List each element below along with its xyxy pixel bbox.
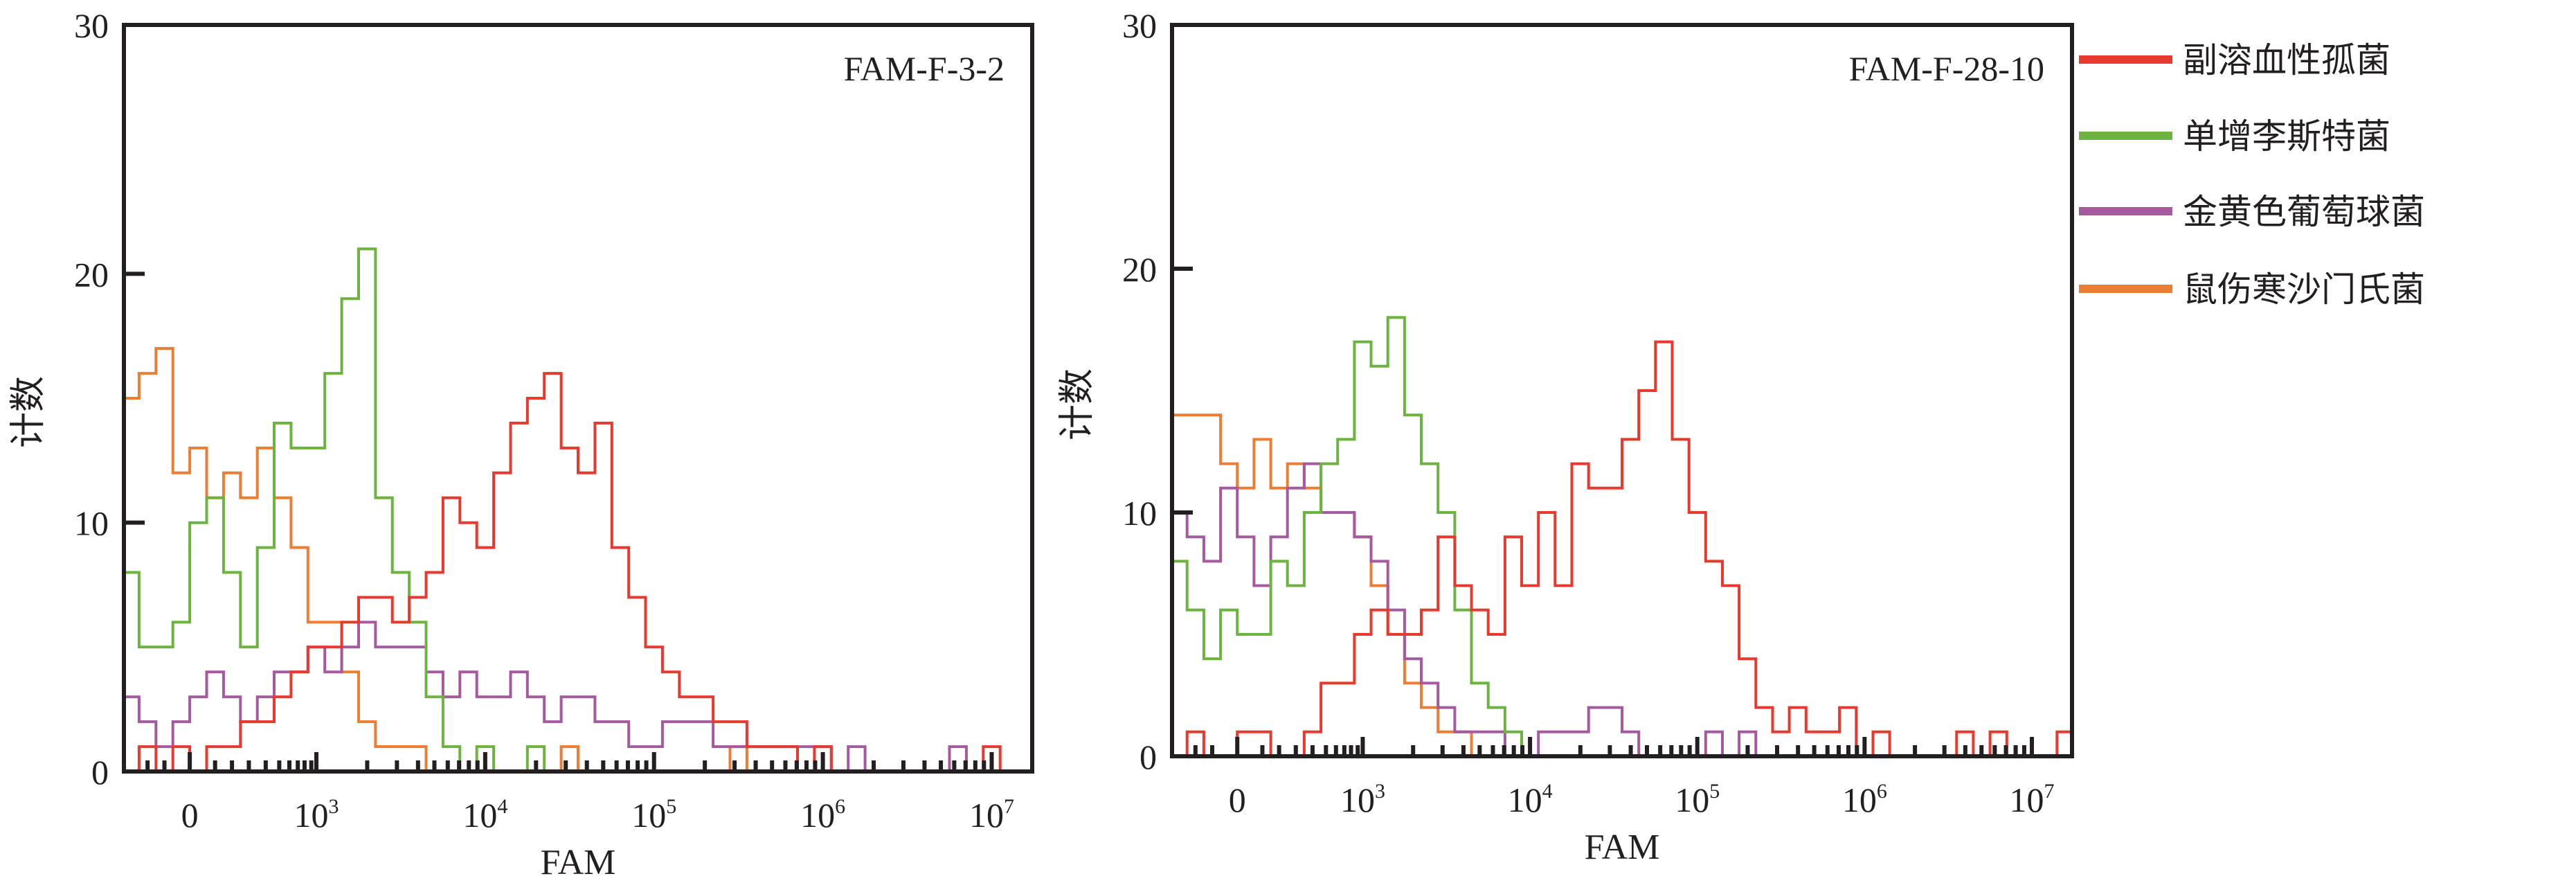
plot-frame [1170, 23, 2074, 758]
x-tick-base: 10 [462, 796, 497, 835]
x-tick-base: 10 [2010, 781, 2044, 819]
series-line-4 [124, 347, 1032, 773]
x-tick-exponent: 7 [1004, 795, 1014, 818]
x-tick-exponent: 3 [1375, 780, 1385, 803]
series-line-1 [1172, 340, 2072, 758]
series-line-1 [124, 372, 1032, 773]
legend-label: 单增李斯特菌 [2183, 116, 2390, 157]
legend-item: 单增李斯特菌 [2079, 116, 2390, 157]
x-tick-label: 107 [2010, 780, 2055, 819]
legend-item: 副溶血性孤菌 [2079, 40, 2390, 80]
x-tick-base: 10 [969, 796, 1004, 835]
y-tick-label: 20 [74, 255, 109, 294]
series-line-3 [1172, 462, 2072, 758]
y-tick-label: 30 [1122, 6, 1157, 45]
y-tick-label: 30 [74, 6, 109, 45]
legend-swatch [2079, 132, 2172, 140]
y-tick-label: 10 [1122, 494, 1157, 533]
series-line-2 [1172, 316, 2072, 758]
x-tick-label: 0 [181, 796, 199, 835]
x-tick-label: 106 [800, 795, 845, 835]
x-tick-label: 0 [1229, 781, 1246, 819]
x-tick-base: 10 [800, 796, 835, 835]
x-tick-exponent: 6 [835, 795, 845, 818]
x-tick-exponent: 6 [1877, 780, 1887, 803]
x-tick-label: 103 [294, 795, 339, 835]
x-tick-label: 103 [1340, 780, 1385, 819]
plot-frame [122, 23, 1034, 774]
legend-swatch [2079, 207, 2172, 215]
x-axis-title: FAM [1585, 828, 1660, 867]
legend-label: 副溶血性孤菌 [2183, 40, 2390, 80]
legend-swatch [2079, 285, 2172, 293]
x-tick-label: 106 [1842, 780, 1887, 819]
y-axis-title: 计数 [9, 376, 48, 448]
x-tick-base: 10 [1508, 781, 1542, 819]
legend-item: 金黄色葡萄球菌 [2079, 192, 2425, 232]
legend-label: 鼠伤寒沙门氏菌 [2183, 269, 2425, 310]
panel-title: FAM-F-28-10 [1849, 49, 2044, 88]
legend-label: 金黄色葡萄球菌 [2183, 192, 2425, 232]
x-tick-label: 105 [1675, 780, 1720, 819]
x-tick-exponent: 5 [1709, 780, 1720, 803]
x-tick-label: 105 [631, 795, 676, 835]
x-tick-base: 10 [631, 796, 666, 835]
y-tick-label: 10 [74, 504, 109, 543]
x-tick-base: 10 [1340, 781, 1375, 819]
x-tick-base: 10 [1675, 781, 1709, 819]
x-axis-title: FAM [541, 843, 616, 882]
y-axis-title: 计数 [1058, 368, 1097, 440]
x-tick-label: 107 [969, 795, 1014, 835]
x-tick-base: 10 [1842, 781, 1877, 819]
x-tick-exponent: 3 [329, 795, 339, 818]
y-tick-label: 0 [1140, 738, 1157, 776]
y-tick-label: 20 [1122, 250, 1157, 289]
x-tick-label: 104 [462, 795, 507, 835]
legend-item: 鼠伤寒沙门氏菌 [2079, 269, 2425, 310]
x-tick-exponent: 7 [2044, 780, 2055, 803]
x-tick-base: 10 [294, 796, 329, 835]
x-tick-exponent: 5 [666, 795, 676, 818]
series-line-2 [124, 247, 1032, 773]
legend-swatch [2079, 55, 2172, 64]
x-tick-exponent: 4 [497, 795, 507, 818]
x-tick-exponent: 4 [1542, 780, 1553, 803]
panel-title: FAM-F-3-2 [844, 49, 1005, 88]
x-tick-label: 104 [1508, 780, 1553, 819]
y-tick-label: 0 [91, 753, 109, 792]
